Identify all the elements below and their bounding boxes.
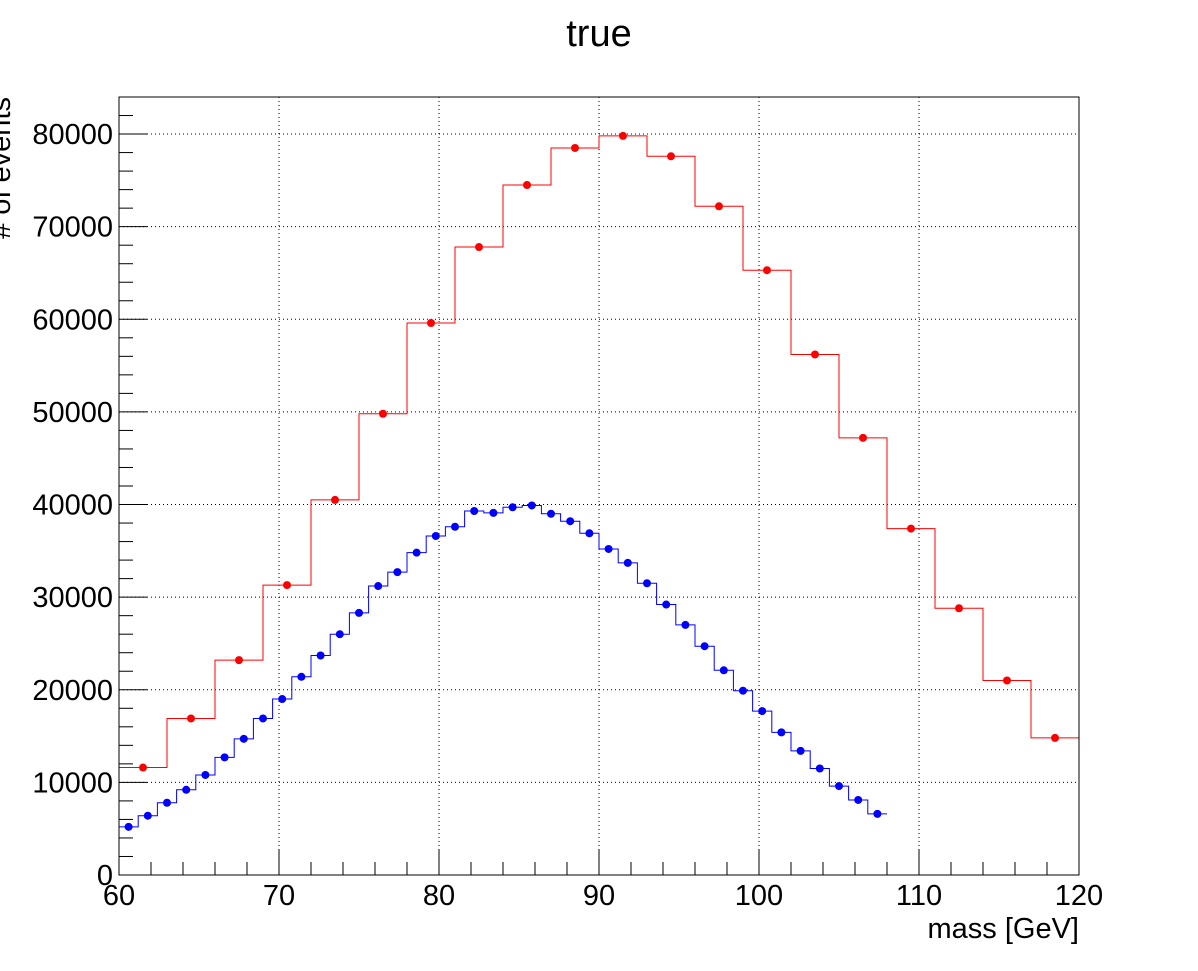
x-tick-label: 120	[1055, 880, 1103, 912]
data-point	[835, 782, 843, 791]
data-point	[643, 579, 651, 588]
data-point	[374, 582, 383, 591]
data-point	[239, 734, 248, 743]
data-point	[489, 508, 498, 517]
data-point	[777, 728, 786, 737]
data-point	[278, 695, 287, 704]
data-point	[873, 809, 882, 818]
y-tick-label: 0	[97, 860, 113, 892]
y-tick-label: 60000	[32, 304, 113, 336]
x-tick-label: 100	[735, 880, 783, 912]
data-point	[393, 568, 402, 577]
data-point	[907, 524, 915, 533]
y-tick-label: 40000	[32, 490, 113, 522]
data-point	[859, 433, 867, 442]
data-point	[527, 501, 536, 510]
y-tick-label: 10000	[32, 767, 113, 799]
data-point	[451, 522, 459, 531]
data-point	[139, 763, 147, 772]
data-point	[412, 548, 421, 557]
histogram-step-line	[119, 135, 1079, 769]
data-point	[201, 770, 210, 779]
data-point	[379, 409, 387, 418]
series-blue	[119, 501, 887, 831]
series-layer	[119, 131, 1079, 831]
data-point	[571, 143, 579, 152]
data-point	[475, 243, 483, 252]
data-point	[739, 686, 747, 695]
data-point	[259, 714, 267, 723]
y-tick-label: 70000	[32, 212, 113, 244]
data-point	[811, 350, 819, 359]
data-point	[470, 507, 479, 516]
series-red	[119, 131, 1079, 772]
data-point	[235, 656, 243, 665]
data-point	[124, 822, 133, 831]
data-point	[335, 630, 344, 639]
chart-title: true	[566, 13, 631, 55]
data-point	[427, 318, 435, 327]
data-point	[355, 608, 363, 617]
data-point	[604, 544, 613, 553]
data-point	[854, 795, 863, 804]
data-point	[719, 666, 728, 675]
data-point	[1003, 676, 1011, 685]
data-point	[220, 753, 229, 762]
data-point	[316, 651, 325, 660]
data-point	[681, 620, 690, 629]
data-point	[585, 529, 594, 538]
data-point	[331, 495, 339, 504]
data-point	[143, 811, 152, 820]
data-point	[1051, 733, 1059, 742]
grid	[119, 97, 1079, 875]
data-point	[796, 746, 805, 755]
data-point	[566, 517, 575, 526]
data-point	[715, 202, 723, 211]
x-tick-label: 80	[423, 880, 455, 912]
y-tick-label: 30000	[32, 582, 113, 614]
histogram-step-line	[119, 504, 887, 828]
data-point	[763, 266, 771, 275]
x-tick-label: 70	[263, 880, 295, 912]
x-tick-label: 60	[103, 880, 135, 912]
data-point	[667, 152, 675, 161]
data-point	[623, 558, 632, 567]
data-point	[283, 581, 291, 590]
data-point	[297, 672, 306, 681]
y-axis-label: # of events	[0, 97, 17, 239]
data-point	[163, 798, 171, 807]
axes: 60 70 80 90 100 110 120 0 10000 20000 30000 40000 50…	[32, 96, 1103, 912]
x-tick-label: 110	[896, 880, 942, 912]
data-point	[547, 509, 555, 518]
data-point	[523, 180, 531, 189]
data-point	[431, 532, 440, 541]
y-tick-label: 20000	[32, 675, 113, 707]
y-tick-label: 80000	[32, 119, 113, 151]
data-point	[700, 642, 709, 651]
data-point	[508, 503, 517, 512]
data-point	[815, 764, 824, 773]
data-point	[955, 604, 963, 613]
data-point	[758, 707, 767, 716]
y-tick-label: 50000	[32, 397, 113, 429]
data-point	[182, 785, 191, 794]
data-point	[619, 131, 627, 140]
data-point	[662, 600, 671, 609]
data-point	[187, 714, 195, 723]
x-axis-label: mass [GeV]	[928, 913, 1080, 945]
x-tick-label: 90	[583, 880, 615, 912]
